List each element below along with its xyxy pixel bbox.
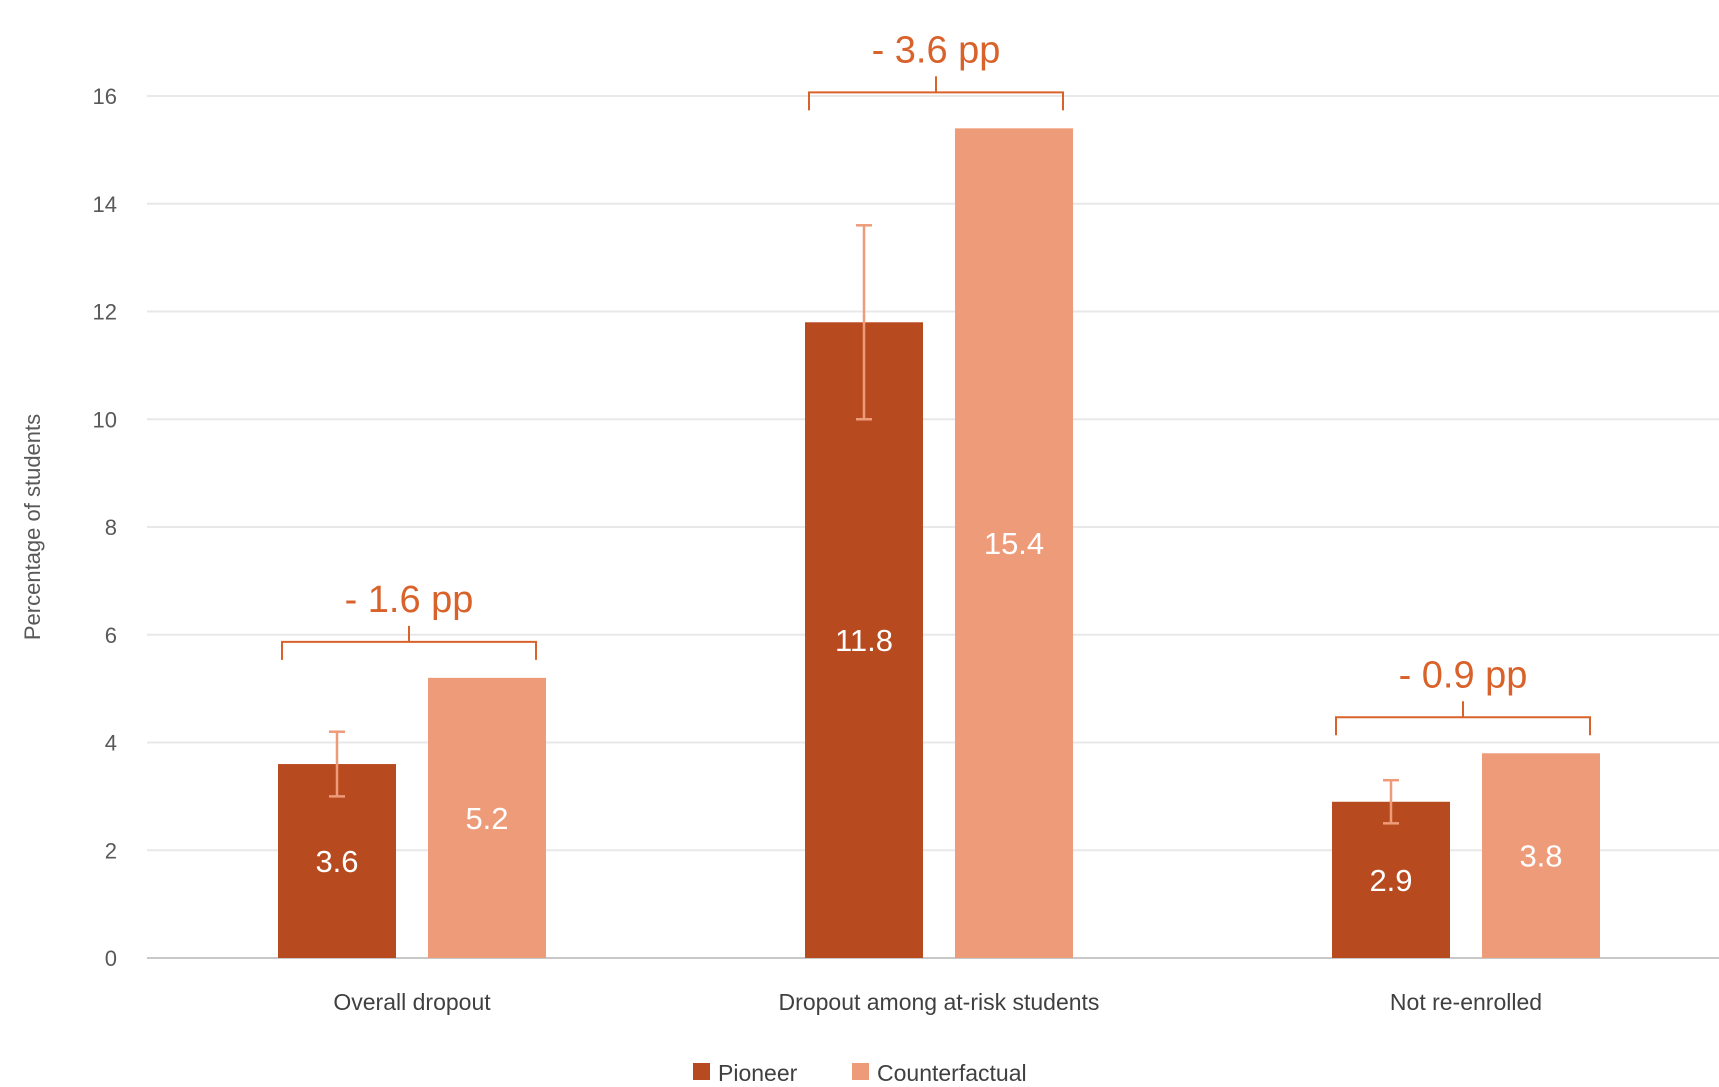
y-tick-label: 0 <box>105 946 117 971</box>
bar-pioneer <box>1332 801 1450 958</box>
difference-bracket <box>1335 716 1591 736</box>
bar-counterfactual <box>955 128 1073 958</box>
difference-brackets: - 1.6 pp - 3.6 pp - 0.9 pp <box>281 29 1591 736</box>
y-tick-label: 10 <box>93 407 117 432</box>
difference-bracket <box>281 640 537 660</box>
y-axis: 0 2 4 6 8 10 12 14 16 <box>93 84 117 971</box>
legend-item-counterfactual: Counterfactual <box>877 1060 1027 1086</box>
difference-label: - 3.6 pp <box>872 29 1001 71</box>
data-label-pioneer: 3.6 <box>315 844 358 879</box>
y-tick-label: 2 <box>105 838 117 863</box>
data-label-counterfactual: 3.8 <box>1519 839 1562 874</box>
y-tick-label: 4 <box>105 731 117 756</box>
category-label: Overall dropout <box>333 989 491 1015</box>
y-axis-title: Percentage of students <box>20 414 45 640</box>
legend-swatch <box>852 1063 869 1080</box>
data-label-pioneer: 11.8 <box>835 623 893 658</box>
y-tick-label: 12 <box>93 300 117 325</box>
data-label-counterfactual: 15.4 <box>984 526 1044 561</box>
bar-pioneer <box>805 322 923 958</box>
data-labels: 3.6 5.2 11.8 15.4 2.9 3.8 <box>315 526 1562 898</box>
difference-label: - 0.9 pp <box>1399 654 1528 696</box>
bar-counterfactual <box>428 677 546 958</box>
y-tick-label: 14 <box>93 192 117 217</box>
x-axis-categories: Overall dropout Dropout among at-risk stu… <box>333 989 1542 1015</box>
category-label: Not re-enrolled <box>1390 989 1542 1015</box>
bars <box>278 128 1600 958</box>
data-label-pioneer: 2.9 <box>1369 863 1412 898</box>
data-label-counterfactual: 5.2 <box>465 801 508 836</box>
error-bars <box>329 224 1399 825</box>
y-tick-label: 8 <box>105 515 117 540</box>
y-tick-label: 16 <box>93 84 117 109</box>
legend-swatch <box>693 1063 710 1080</box>
bar-counterfactual <box>1482 753 1600 958</box>
legend-item-pioneer: Pioneer <box>718 1060 798 1086</box>
y-tick-label: 6 <box>105 623 117 648</box>
legend: Pioneer Counterfactual <box>693 1060 1027 1086</box>
category-label: Dropout among at-risk students <box>779 989 1100 1015</box>
difference-label: - 1.6 pp <box>345 579 474 621</box>
